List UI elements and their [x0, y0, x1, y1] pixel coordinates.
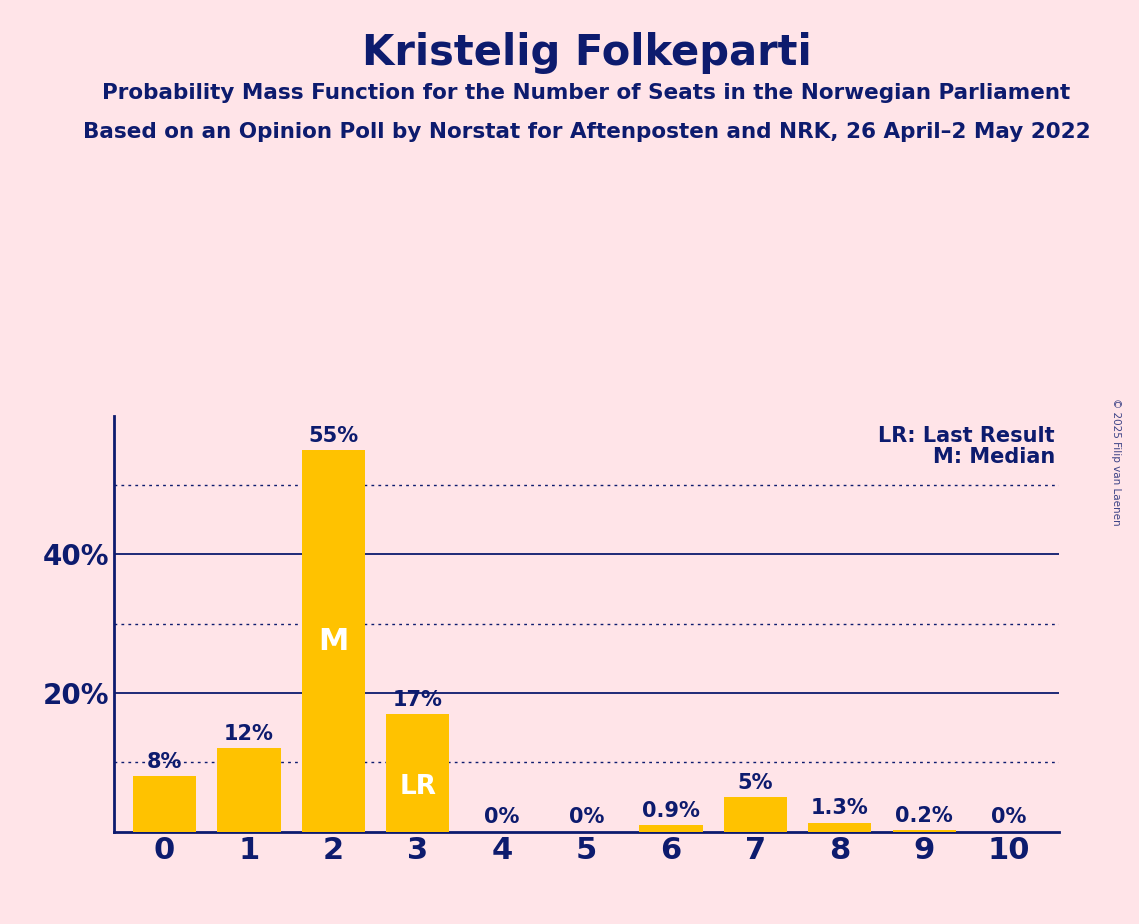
Text: 17%: 17% [393, 689, 443, 710]
Bar [723, 796, 787, 832]
Bar [893, 831, 956, 832]
Text: Based on an Opinion Poll by Norstat for Aftenposten and NRK, 26 April–2 May 2022: Based on an Opinion Poll by Norstat for … [83, 122, 1090, 142]
Text: 0%: 0% [568, 808, 605, 828]
Text: 0%: 0% [484, 808, 519, 828]
Bar [302, 450, 364, 832]
Bar [218, 748, 280, 832]
Text: 0.2%: 0.2% [895, 806, 953, 826]
Text: M: M [318, 626, 349, 655]
Text: LR: Last Result: LR: Last Result [878, 426, 1055, 446]
Bar [639, 825, 703, 832]
Text: 8%: 8% [147, 752, 182, 772]
Text: © 2025 Filip van Laenen: © 2025 Filip van Laenen [1112, 398, 1121, 526]
Bar [133, 776, 196, 832]
Bar [809, 822, 871, 832]
Text: 0%: 0% [991, 808, 1026, 828]
Text: Probability Mass Function for the Number of Seats in the Norwegian Parliament: Probability Mass Function for the Number… [103, 83, 1071, 103]
Text: 5%: 5% [738, 772, 773, 793]
Bar [386, 713, 450, 832]
Text: 1.3%: 1.3% [811, 798, 869, 819]
Text: M: Median: M: Median [933, 447, 1055, 467]
Text: Kristelig Folkeparti: Kristelig Folkeparti [362, 32, 811, 74]
Text: 12%: 12% [224, 724, 273, 745]
Text: 55%: 55% [309, 426, 359, 446]
Text: LR: LR [400, 773, 436, 800]
Text: 0.9%: 0.9% [642, 801, 700, 821]
